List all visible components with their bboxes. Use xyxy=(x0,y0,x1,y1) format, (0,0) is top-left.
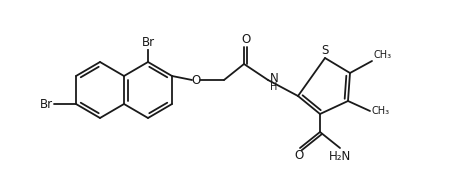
Text: CH₃: CH₃ xyxy=(373,50,391,60)
Text: O: O xyxy=(241,33,250,46)
Text: N: N xyxy=(270,72,279,86)
Text: O: O xyxy=(191,74,201,86)
Text: S: S xyxy=(322,44,329,57)
Text: H: H xyxy=(270,82,278,92)
Text: O: O xyxy=(294,149,304,162)
Text: CH₃: CH₃ xyxy=(371,106,389,116)
Text: H₂N: H₂N xyxy=(329,150,351,163)
Text: Br: Br xyxy=(40,98,53,110)
Text: Br: Br xyxy=(141,36,154,49)
